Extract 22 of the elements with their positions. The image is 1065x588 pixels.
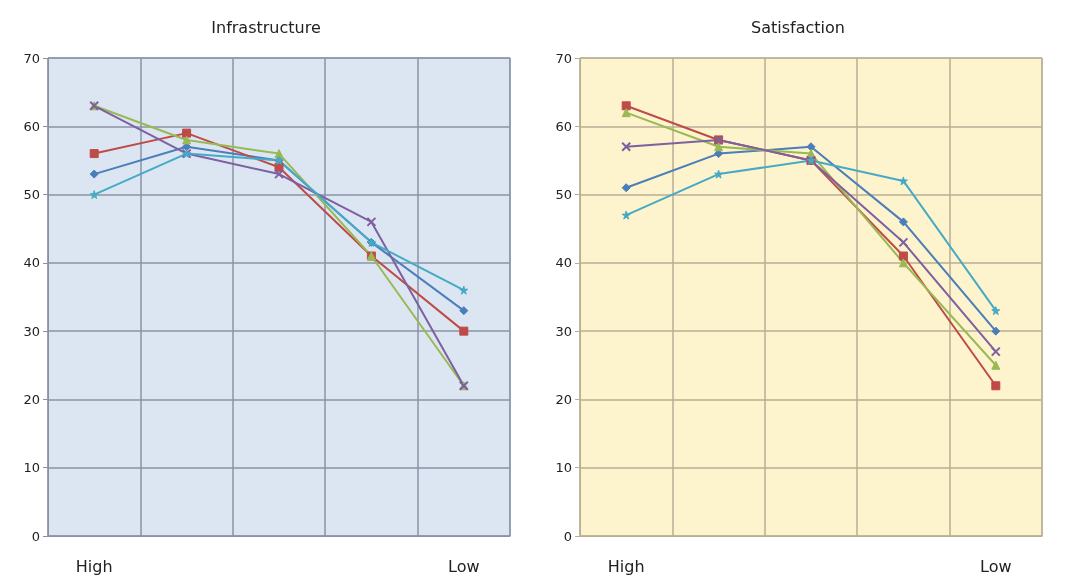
y-tick-label: 30 (555, 323, 572, 339)
y-tick-label: 50 (23, 187, 40, 203)
y-tick-label: 30 (23, 323, 40, 339)
y-tick-label: 0 (31, 528, 40, 544)
y-tick-label: 10 (23, 460, 40, 476)
chart-title: Satisfaction (751, 17, 845, 37)
y-tick-label: 40 (555, 255, 572, 271)
y-tick-label: 70 (23, 50, 40, 66)
y-tick-label: 60 (23, 118, 40, 134)
x-tick-label: High (75, 556, 113, 576)
y-tick-label: 20 (23, 391, 40, 407)
x-tick-label: High (607, 556, 645, 576)
y-tick-label: 50 (555, 187, 572, 203)
y-tick-label: 10 (555, 460, 572, 476)
y-tick-label: 0 (563, 528, 572, 544)
y-tick-label: 20 (555, 391, 572, 407)
y-tick-label: 60 (555, 118, 572, 134)
x-tick-label: Low (448, 556, 480, 576)
y-tick-label: 70 (555, 50, 572, 66)
y-tick-label: 40 (23, 255, 40, 271)
x-tick-label: Low (980, 556, 1012, 576)
chart-title: Infrastructure (211, 17, 321, 37)
